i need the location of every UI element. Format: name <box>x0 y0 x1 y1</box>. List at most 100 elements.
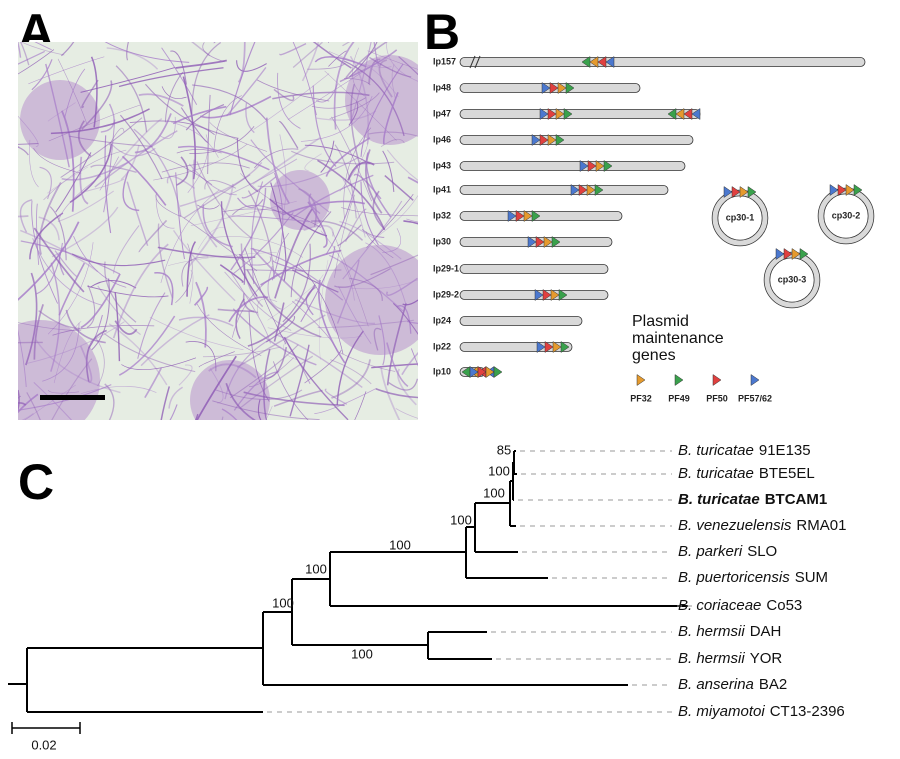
gene-marker <box>829 184 839 196</box>
fiber <box>115 65 148 133</box>
gene-marker <box>547 134 557 146</box>
species: B. venezuelensis <box>678 517 792 534</box>
fiber <box>292 42 317 116</box>
fiber <box>177 145 270 171</box>
fiber <box>86 284 96 328</box>
fiber <box>360 181 379 246</box>
fiber <box>338 351 396 372</box>
fiber <box>134 113 172 154</box>
taxon-label: B. coriaceae Co53 <box>678 597 802 614</box>
fiber <box>58 262 86 316</box>
fiber <box>103 333 196 373</box>
gene-marker <box>551 236 561 248</box>
fiber <box>178 364 193 386</box>
strain: YOR <box>750 650 783 667</box>
fiber <box>236 314 326 368</box>
fiber <box>194 413 199 420</box>
fiber <box>403 220 418 225</box>
fiber <box>197 227 224 250</box>
fiber <box>202 204 233 248</box>
fiber <box>38 216 60 241</box>
fiber <box>361 228 385 238</box>
plasmid-label: lp157 <box>433 56 456 66</box>
fiber <box>191 42 211 57</box>
panel-letter: B <box>424 4 460 60</box>
fiber <box>328 50 347 67</box>
fiber <box>241 176 277 199</box>
plasmid-bar <box>459 185 669 195</box>
fiber <box>339 133 369 192</box>
gene-marker <box>791 248 801 260</box>
bootstrap-value: 100 <box>351 646 373 661</box>
fiber <box>45 63 70 168</box>
gene-marker <box>550 289 560 301</box>
gene-marker <box>747 186 757 198</box>
fiber <box>188 163 237 196</box>
gene-marker <box>531 134 541 146</box>
fiber <box>345 42 388 79</box>
strain: SLO <box>747 543 777 560</box>
fiber <box>155 192 181 217</box>
fiber <box>18 146 29 156</box>
fiber <box>312 85 337 167</box>
legend-title: genes <box>632 347 676 364</box>
fiber <box>43 149 127 201</box>
fiber <box>53 321 82 384</box>
fiber <box>195 281 207 348</box>
fiber <box>61 161 130 181</box>
fiber <box>226 67 267 117</box>
fiber <box>47 389 80 394</box>
fiber <box>60 42 75 57</box>
fiber <box>198 351 235 368</box>
gene-marker <box>563 108 573 120</box>
fiber <box>329 92 380 120</box>
fiber <box>73 235 127 288</box>
gene-marker <box>853 184 863 196</box>
gene-marker <box>557 82 567 94</box>
fiber <box>202 42 225 63</box>
fiber <box>248 357 295 388</box>
fiber <box>196 204 220 210</box>
taxon-label: B. puertoricensis SUM <box>678 569 828 586</box>
fiber <box>365 231 394 259</box>
fiber <box>154 272 174 306</box>
bootstrap-value: 100 <box>389 537 411 552</box>
fiber <box>380 366 401 420</box>
fiber <box>112 144 156 157</box>
gene-marker <box>552 341 562 353</box>
fiber <box>365 152 392 218</box>
fiber <box>18 146 20 148</box>
fiber <box>19 42 30 66</box>
fiber <box>334 194 356 278</box>
gene-marker <box>750 374 760 386</box>
fiber <box>181 256 209 287</box>
fiber <box>185 104 225 131</box>
gene-marker <box>723 186 733 198</box>
fiber <box>235 298 245 340</box>
fiber <box>180 107 208 144</box>
fiber <box>29 212 64 260</box>
fiber <box>312 42 352 69</box>
fiber <box>391 64 396 100</box>
fiber <box>290 211 332 298</box>
fiber <box>273 389 323 407</box>
fiber <box>47 242 94 335</box>
fiber <box>160 386 171 420</box>
fiber <box>108 323 168 386</box>
fiber <box>33 227 85 293</box>
fiber <box>28 56 105 85</box>
fiber <box>85 329 107 382</box>
fiber <box>260 249 342 286</box>
plasmid-label: lp32 <box>433 210 451 220</box>
fiber <box>320 140 335 173</box>
plasmid-label: cp30-2 <box>832 210 861 220</box>
fiber <box>204 179 237 190</box>
gene-marker <box>595 160 605 172</box>
strain: 91E135 <box>759 442 811 459</box>
fiber <box>36 203 39 265</box>
fiber <box>378 315 386 366</box>
fiber <box>69 143 113 204</box>
fiber <box>240 243 264 308</box>
fiber <box>248 311 270 402</box>
fiber <box>304 349 342 384</box>
